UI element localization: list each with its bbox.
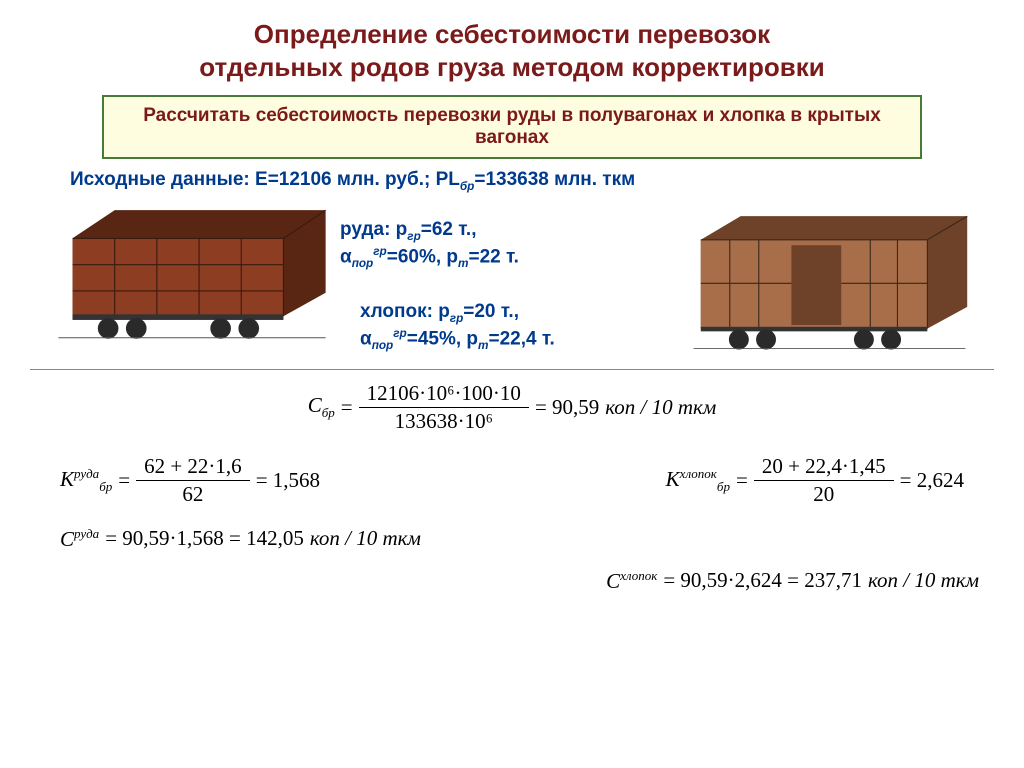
ore-l2-sup: гр xyxy=(373,245,386,258)
cot-l2-post: =22,4 т. xyxy=(488,329,554,350)
eq-c-br: Сбр = 12106·10⁶·100·10 133638·10⁶ = 90,5… xyxy=(30,380,994,435)
divider-line xyxy=(30,369,994,370)
ro-body: = 90,59·1,568 = 142,05 xyxy=(105,526,304,551)
ore-l2-pre: α xyxy=(340,247,352,268)
ore-params: руда: pгр=62 т., αпоргр=60%, pт=22 т. xyxy=(340,217,519,273)
kc-var: K xyxy=(666,467,680,491)
cot-l2-sup: гр xyxy=(393,327,406,340)
rc-body: = 90,59·2,624 = 237,71 xyxy=(663,568,862,593)
cot-l2-sub1: пор xyxy=(372,340,394,353)
cot-l2-mid: =45%, p xyxy=(407,329,478,350)
task-text: Рассчитать себестоимость перевозки руды … xyxy=(143,105,881,148)
ore-l2-sub1: пор xyxy=(352,258,374,271)
eq-k-ore: Kрудабр = 62 + 22·1,6 62 = 1,568 xyxy=(60,453,320,508)
boxcar-wagon-icon xyxy=(684,209,984,354)
title-line-1: Определение себестоимости перевозок xyxy=(254,19,770,49)
eq-c-den: 133638·10⁶ xyxy=(387,408,501,435)
ro-var: С xyxy=(60,527,74,551)
kc-sub: бр xyxy=(717,479,730,494)
input-label: Исходные данные: xyxy=(70,169,250,190)
rc-var: С xyxy=(606,569,620,593)
ko-sup: руда xyxy=(74,466,99,481)
ore-l1-sub: гр xyxy=(407,230,420,243)
eq-result-cotton: Схлопок = 90,59·2,624 = 237,71 коп / 10 … xyxy=(45,568,979,594)
ore-l2-sub2: т xyxy=(458,258,468,271)
ko-sub: бр xyxy=(99,479,112,494)
ko-den: 62 xyxy=(174,481,211,508)
kc-num: 20 + 22,4·1,45 xyxy=(754,453,894,480)
cotton-params: хлопок: pгр=20 т., αпоргр=45%, pт=22,4 т… xyxy=(360,299,555,355)
kc-den: 20 xyxy=(805,481,842,508)
ore-l1-pre: руда: p xyxy=(340,219,407,240)
input-data: Исходные данные: E=12106 млн. руб.; PLбр… xyxy=(70,169,994,193)
ro-unit: коп / 10 ткм xyxy=(310,526,421,551)
ko-num: 62 + 22·1,6 xyxy=(136,453,250,480)
title-line-2: отдельных родов груза методом корректиро… xyxy=(199,52,824,82)
eq-c-rhs: = 90,59 xyxy=(535,395,599,420)
slide-title: Определение себестоимости перевозок отде… xyxy=(0,0,1024,91)
cot-l1-pre: хлопок: p xyxy=(360,301,450,322)
cot-l2-sub2: т xyxy=(478,340,488,353)
eq-result-ore: Сруда = 90,59·1,568 = 142,05 коп / 10 тк… xyxy=(60,526,964,552)
eq-c-num: 12106·10⁶·100·10 xyxy=(359,380,529,407)
eq-k-cotton: Kхлопокбр = 20 + 22,4·1,45 20 = 2,624 xyxy=(666,453,964,508)
task-box: Рассчитать себестоимость перевозки руды … xyxy=(102,95,922,159)
ore-l2-post: =22 т. xyxy=(468,247,518,268)
kc-rhs: = 2,624 xyxy=(900,468,964,493)
ore-l1-post: =62 т., xyxy=(421,219,477,240)
input-pl-pre: PL xyxy=(436,169,460,190)
gondola-wagon-icon xyxy=(40,199,330,349)
equations-block: Сбр = 12106·10⁶·100·10 133638·10⁶ = 90,5… xyxy=(30,380,994,594)
eq-c-var: С xyxy=(308,393,322,417)
input-e: E=12106 млн. руб.; xyxy=(255,169,430,190)
input-pl-sub: бр xyxy=(460,180,474,193)
cot-l1-sub: гр xyxy=(450,312,463,325)
ko-rhs: = 1,568 xyxy=(256,468,320,493)
ore-l2-mid: =60%, p xyxy=(387,247,458,268)
cot-l2-pre: α xyxy=(360,329,372,350)
eq-c-sub: бр xyxy=(322,405,335,420)
rc-sup: хлопок xyxy=(620,568,657,583)
rc-unit: коп / 10 ткм xyxy=(868,568,979,593)
eq-c-unit: коп / 10 ткм xyxy=(605,395,716,420)
kc-sup: хлопок xyxy=(680,466,717,481)
ko-var: K xyxy=(60,467,74,491)
input-pl-post: =133638 млн. ткм xyxy=(474,169,635,190)
ro-sup: руда xyxy=(74,526,99,541)
cot-l1-post: =20 т., xyxy=(463,301,519,322)
wagon-row: руда: pгр=62 т., αпоргр=60%, pт=22 т. хл… xyxy=(30,199,994,369)
